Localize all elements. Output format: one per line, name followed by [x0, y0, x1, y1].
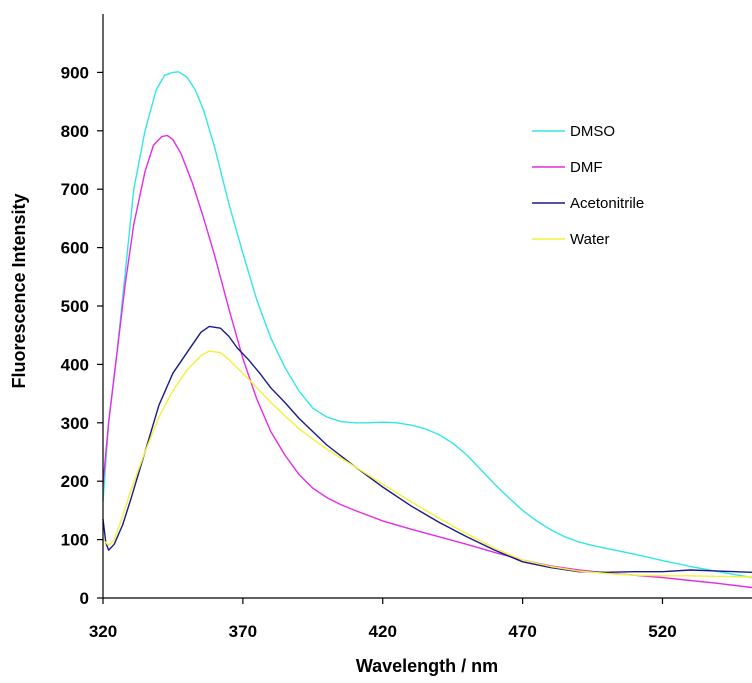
- legend-label-dmf: DMF: [570, 159, 603, 176]
- y-tick-label: 900: [61, 63, 89, 82]
- series-line-water: [102, 350, 752, 578]
- ticks: 0 100 200 300 400 500 600 700 800 900 320 370 420 470…: [61, 63, 677, 641]
- y-axis-title: Fluorescence Intensity: [9, 193, 29, 388]
- plot-lines: [102, 71, 752, 589]
- legend-label-dmso: DMSO: [570, 123, 615, 140]
- legend: DMSO DMF Acetonitrile Water: [532, 123, 644, 248]
- x-tick-label: 470: [508, 622, 536, 641]
- legend-label-water: Water: [570, 231, 609, 248]
- x-tick-label: 370: [229, 622, 257, 641]
- y-tick-label: 100: [61, 531, 89, 550]
- y-tick-label: 700: [61, 180, 89, 199]
- y-tick-label: 600: [61, 239, 89, 258]
- x-tick-label: 420: [369, 622, 397, 641]
- y-tick-label: 200: [61, 472, 89, 491]
- x-axis-title: Wavelength / nm: [356, 656, 498, 676]
- series-line-dmf: [102, 134, 752, 589]
- x-tick-label: 320: [89, 622, 117, 641]
- series-line-dmso: [102, 71, 752, 579]
- y-tick-label: 500: [61, 297, 89, 316]
- x-tick-label: 520: [648, 622, 676, 641]
- y-tick-label: 800: [61, 122, 89, 141]
- y-tick-label: 300: [61, 414, 89, 433]
- y-tick-label: 0: [80, 589, 89, 608]
- legend-label-acetonitrile: Acetonitrile: [570, 195, 644, 212]
- y-tick-label: 400: [61, 355, 89, 374]
- series-line-acetonitrile: [102, 325, 752, 573]
